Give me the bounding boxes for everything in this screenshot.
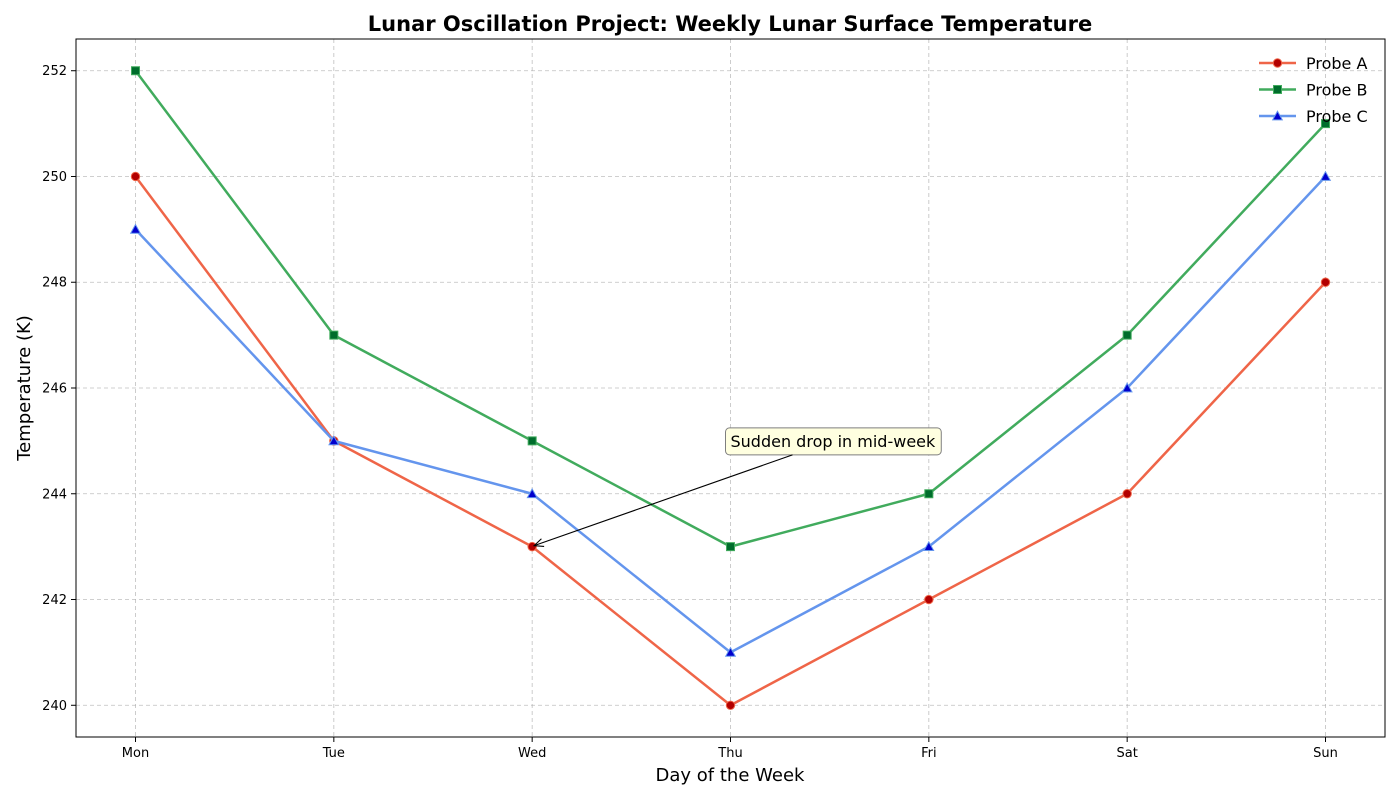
data-point bbox=[1319, 170, 1332, 181]
data-point bbox=[923, 540, 935, 551]
annotation-box bbox=[725, 427, 942, 456]
annotation: Sudden drop in mid-week bbox=[532, 427, 942, 547]
data-point bbox=[329, 330, 339, 340]
x-tick-label: Mon bbox=[122, 746, 149, 761]
y-tick-label: 246 bbox=[42, 382, 67, 397]
data-point bbox=[725, 700, 736, 710]
x-tick-label: Fri bbox=[921, 746, 937, 761]
y-tick-label: 248 bbox=[42, 276, 67, 291]
legend-item-probe-a: Probe A bbox=[1259, 54, 1367, 73]
data-point bbox=[726, 542, 735, 552]
data-point bbox=[724, 646, 737, 657]
x-axis-label: Day of the Week bbox=[656, 765, 805, 786]
x-tick-label: Sun bbox=[1313, 746, 1338, 761]
data-point bbox=[1121, 382, 1133, 393]
x-tick-label: Thu bbox=[717, 746, 742, 761]
series-layer bbox=[129, 66, 1332, 710]
annotation-arrow bbox=[533, 454, 793, 547]
data-point bbox=[130, 171, 141, 182]
axes: Mon Tue Wed Thu Fri Sat Sun 240 242 244 246 248 250 2… bbox=[42, 38, 1386, 761]
data-point bbox=[526, 487, 538, 499]
series-probe-b bbox=[131, 66, 1330, 552]
legend-label: Probe A bbox=[1306, 54, 1367, 73]
legend-marker bbox=[1273, 85, 1282, 94]
x-tick-label: Tue bbox=[322, 746, 345, 761]
data-point bbox=[131, 66, 140, 76]
chart-title: Lunar Oscillation Project: Weekly Lunar … bbox=[368, 12, 1092, 36]
annotation-text: Sudden drop in mid-week bbox=[731, 432, 937, 451]
data-point bbox=[129, 223, 142, 234]
data-point bbox=[924, 489, 934, 499]
x-tick-label: Wed bbox=[518, 746, 546, 761]
y-tick-label: 242 bbox=[42, 593, 67, 608]
y-tick-label: 240 bbox=[42, 699, 67, 714]
y-axis-label: Temperature (K) bbox=[14, 315, 35, 462]
legend-item-probe-b: Probe B bbox=[1259, 81, 1367, 100]
data-point bbox=[1122, 489, 1132, 499]
annotation-layer: Sudden drop in mid-week bbox=[532, 427, 942, 547]
y-tick-label: 244 bbox=[42, 487, 67, 502]
annotation-arrow-head bbox=[532, 538, 545, 547]
legend-label: Probe C bbox=[1306, 107, 1368, 126]
series-probe-c bbox=[129, 170, 1332, 657]
legend-marker bbox=[1271, 110, 1284, 121]
legend: Probe A Probe B Probe C bbox=[1259, 54, 1368, 126]
data-point bbox=[1321, 119, 1330, 129]
grid-layer bbox=[76, 39, 1385, 737]
data-point bbox=[1320, 277, 1331, 287]
y-tick-label: 252 bbox=[42, 64, 67, 79]
legend-item-probe-c: Probe C bbox=[1259, 107, 1368, 126]
x-tick-label: Sat bbox=[1117, 746, 1138, 761]
data-point bbox=[527, 436, 537, 446]
data-point bbox=[924, 594, 934, 605]
data-point bbox=[328, 435, 340, 446]
legend-label: Probe B bbox=[1306, 81, 1367, 100]
y-tick-label: 250 bbox=[42, 170, 67, 185]
data-point bbox=[1122, 330, 1132, 340]
data-point bbox=[527, 541, 537, 552]
legend-marker bbox=[1272, 58, 1283, 68]
